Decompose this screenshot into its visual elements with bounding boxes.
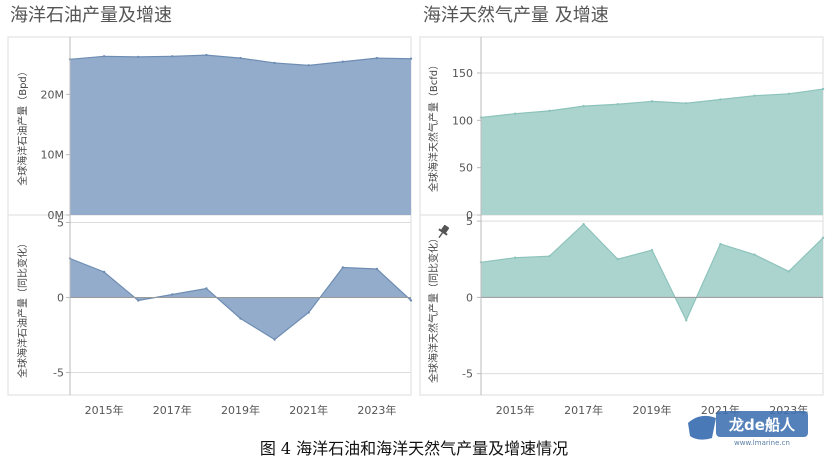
gas-growth-point xyxy=(821,236,825,240)
y-tick-label: -5 xyxy=(53,367,64,380)
oil-production-area xyxy=(70,55,411,215)
gas-growth-point xyxy=(514,256,517,259)
x-tick-label: 2017年 xyxy=(564,403,603,417)
y-tick-label: 150 xyxy=(452,67,473,80)
left-bottom-ylabel: 全球海洋石油产量（同比变化） xyxy=(16,238,29,378)
oil-production-point xyxy=(409,57,413,60)
figure-caption: 图 4 海洋石油和海洋天然气产量及增速情况 xyxy=(260,439,568,458)
oil-growth-point xyxy=(341,266,344,269)
gas-production-plot: 0 50 100 150 xyxy=(452,37,825,222)
left-top-ylabel: 全球海洋石油产量（Bpd） xyxy=(16,66,29,186)
oil-production-point xyxy=(102,55,106,58)
oil-production-plot: 0M 10M 20M xyxy=(41,37,413,222)
x-tick-label: 2015年 xyxy=(496,403,535,417)
gas-production-point xyxy=(514,112,517,115)
x-tick-label: 2023年 xyxy=(357,403,396,417)
gas-production-point xyxy=(719,98,722,101)
gas-growth-area xyxy=(481,224,823,321)
gas-growth-point xyxy=(685,319,688,322)
oil-production-point xyxy=(205,53,208,57)
watermark-logo: 龙de船人 www.lmarine.cn xyxy=(688,411,808,447)
oil-production-point xyxy=(375,56,379,60)
left-panel-title: 海洋石油产量及增速 xyxy=(10,5,172,26)
gas-growth-point xyxy=(582,222,585,226)
watermark-text: 龙de船人 xyxy=(728,416,796,434)
oil-growth-point xyxy=(205,287,208,290)
oil-growth-point xyxy=(409,299,413,302)
oil-production-point xyxy=(137,55,140,59)
gas-production-point xyxy=(548,109,551,113)
oil-growth-area xyxy=(70,258,411,340)
x-tick-label: 2015年 xyxy=(85,403,124,417)
gas-production-point xyxy=(753,94,756,97)
y-tick-label: 20M xyxy=(41,88,65,101)
right-panel-title: 海洋天然气产量 及增速 xyxy=(423,5,609,26)
right-top-ylabel: 全球海洋天然气产量（Bcfd） xyxy=(427,60,440,192)
gas-growth-point xyxy=(787,270,790,273)
gas-growth-point xyxy=(650,248,654,252)
y-tick-label: 100 xyxy=(452,114,473,127)
y-tick-label: 0M xyxy=(48,209,65,222)
oil-growth-point xyxy=(307,311,310,314)
y-tick-label: 5 xyxy=(57,217,64,230)
oil-growth-point xyxy=(273,338,276,341)
oil-production-point xyxy=(307,64,310,67)
oil-production-point xyxy=(171,55,174,58)
y-tick-label: 0 xyxy=(466,291,473,304)
gas-production-point xyxy=(616,103,619,106)
x-tick-label: 2019年 xyxy=(221,403,260,417)
x-tick-label: 2019年 xyxy=(633,403,672,417)
gas-production-point xyxy=(650,100,654,103)
y-tick-label: -5 xyxy=(462,368,473,381)
oil-production-point xyxy=(341,60,344,63)
oil-growth-point xyxy=(171,293,174,296)
left-bottom-frame xyxy=(7,214,412,396)
oil-production-point xyxy=(273,61,276,65)
boat-icon xyxy=(688,415,716,440)
gas-growth-point xyxy=(753,253,756,256)
oil-growth-point xyxy=(137,299,140,302)
gas-growth-point xyxy=(548,254,551,258)
oil-growth-point xyxy=(375,267,379,271)
y-tick-label: 10M xyxy=(41,149,65,162)
oil-growth-plot: 5 0 -5 xyxy=(53,215,413,395)
oil-production-point xyxy=(239,56,242,60)
right-bottom-ylabel: 全球海洋天然气产量（同比变化） xyxy=(427,233,440,383)
right-bottom-frame xyxy=(419,214,824,396)
gas-growth-point xyxy=(719,242,722,246)
y-tick-label: 0 xyxy=(466,209,473,222)
gas-production-point xyxy=(821,87,825,91)
pin-icon[interactable] xyxy=(435,223,451,240)
x-tick-label: 2017年 xyxy=(153,403,192,417)
gas-production-point xyxy=(787,92,790,96)
y-tick-label: 0 xyxy=(57,292,64,305)
gas-growth-plot: 5 0 -5 xyxy=(462,215,825,395)
y-tick-label: 5 xyxy=(466,215,473,228)
oil-growth-point xyxy=(102,270,106,274)
y-tick-label: 50 xyxy=(459,162,473,175)
gas-production-point xyxy=(685,102,688,105)
gas-production-point xyxy=(582,104,585,108)
oil-growth-point xyxy=(239,317,242,320)
x-tick-label: 2021年 xyxy=(289,403,328,417)
watermark-subtext: www.lmarine.cn xyxy=(734,439,790,447)
gas-production-area xyxy=(481,89,823,215)
gas-growth-point xyxy=(616,258,619,261)
